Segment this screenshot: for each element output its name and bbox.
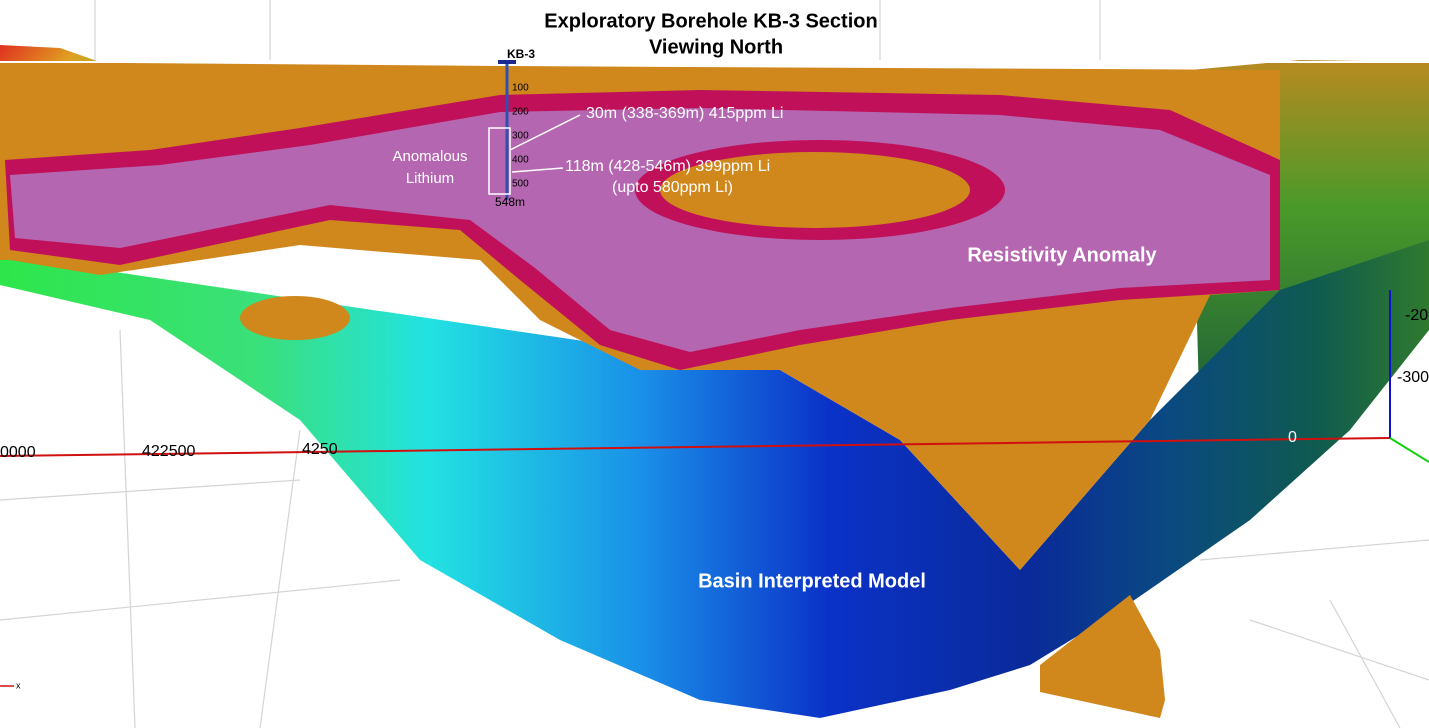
title: Exploratory Borehole KB-3 Section (544, 10, 877, 32)
x-tick-label: 0 (1288, 429, 1297, 446)
subtitle: Viewing North (649, 36, 783, 58)
borehole-name: KB-3 (507, 47, 535, 61)
depth-tick: 200 (512, 107, 529, 118)
x-tick-label: 0000 (0, 444, 36, 461)
x-tick-label: 422500 (142, 443, 195, 460)
collar (498, 60, 516, 64)
axis-indicator-label: x (16, 680, 21, 690)
intercept: 118m (428-546m) 399ppm Li (565, 158, 770, 175)
z-tick-label: -300 (1397, 369, 1429, 386)
zone-label: Anomalous (392, 148, 467, 165)
zone-label: Lithium (406, 170, 454, 187)
z-tick-label: -20 (1405, 307, 1428, 324)
intercept-note: (upto 580ppm Li) (612, 179, 733, 196)
depth-tick: 300 (512, 131, 529, 142)
y-axis (1389, 437, 1429, 463)
label: Resistivity Anomaly (967, 244, 1157, 266)
anomaly-box (488, 127, 511, 195)
depth-tick: 100 (512, 83, 529, 94)
inner-core (660, 152, 970, 228)
x-axis (0, 437, 1391, 457)
depth-tick: 500 (512, 179, 529, 190)
leader (511, 167, 564, 173)
basin-surface (0, 240, 1429, 718)
total-depth: 548m (495, 195, 525, 209)
depth-tick: 400 (512, 155, 529, 166)
intercept: 30m (338-369m) 415ppm Li (586, 105, 783, 122)
label: Basin Interpreted Model (698, 570, 926, 592)
leader (509, 114, 581, 151)
x-tick-label: 4250 (302, 441, 338, 458)
ore-lens (240, 296, 350, 340)
ore-block (1040, 595, 1165, 718)
